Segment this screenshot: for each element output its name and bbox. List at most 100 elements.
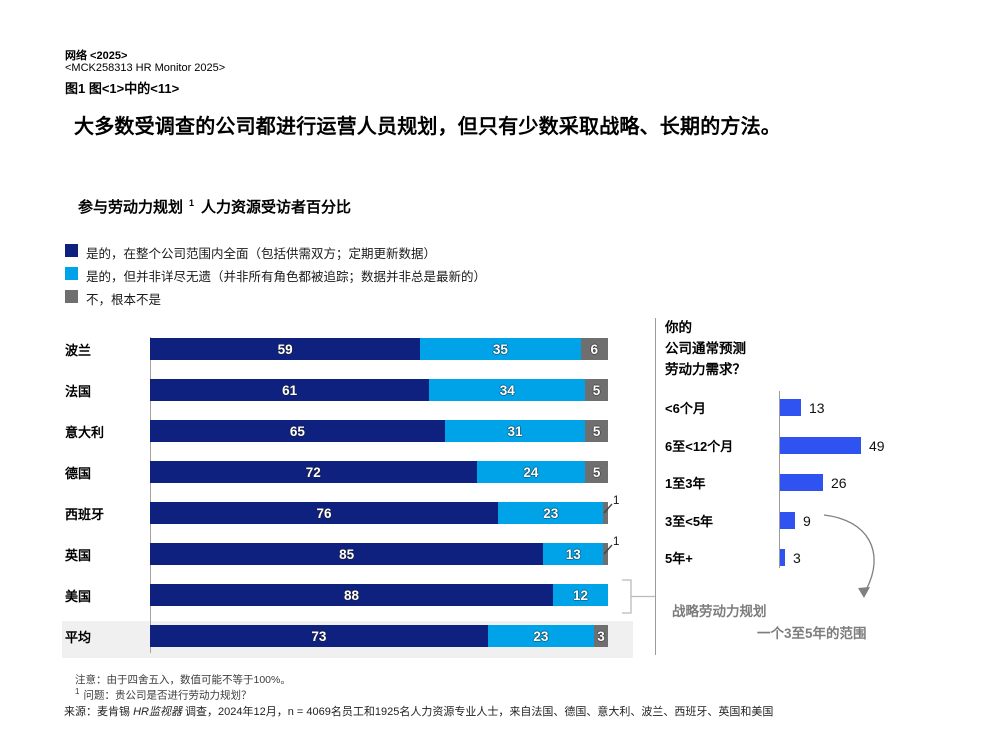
bar-segment-2: 23	[498, 502, 604, 524]
category-label: 意大利	[65, 424, 105, 440]
mini-category-label: 6至<12个月	[665, 439, 734, 454]
category-label: 法国	[65, 383, 92, 399]
bar-segment-1: 85	[150, 543, 544, 565]
question-line: 公司通常预测	[665, 341, 746, 356]
category-label: 德国	[65, 465, 92, 481]
footnote-marker-sup: 1	[189, 198, 195, 208]
segment-value: 61	[282, 382, 298, 398]
subtitle-text: 参与劳动力规划	[78, 199, 184, 216]
footnote: 1 问题：贵公司是否进行劳动力规划？	[75, 687, 251, 703]
segment-value: 24	[523, 464, 539, 480]
stacked-bar: 85 13	[150, 543, 608, 565]
mini-chart-row-3: 1至3年 26	[665, 474, 847, 491]
main-chart-row-5: 西班牙 76 23	[65, 502, 608, 524]
category-label: 英国	[65, 547, 92, 563]
mini-bar-value: 3	[793, 549, 801, 566]
stacked-bar: 61 34 5	[150, 379, 608, 401]
exhibit-title: 大多数受调查的公司都进行运营人员规划，但只有少数采取战略、长期的方法。	[74, 116, 781, 138]
main-chart-row-8: 平均 73 23 3	[65, 625, 608, 647]
legend: 是的，在整个公司范围内全面（包括供需双方；定期更新数据） 是的，但并非详尽无遗（…	[65, 243, 486, 312]
exhibit-number: 图1 图<1>中的<11>	[65, 81, 180, 96]
segment-value: 31	[507, 423, 523, 439]
bar-segment-2: 34	[429, 379, 586, 401]
bar-segment-1: 88	[150, 584, 554, 606]
bar-segment-1: 61	[150, 379, 430, 401]
mini-bar	[780, 474, 823, 491]
mini-chart-question: 你的 公司通常预测 劳动力需求？	[665, 317, 746, 380]
question-line: 劳动力需求？	[665, 362, 746, 377]
mini-bar	[780, 437, 861, 454]
main-chart-row-6: 英国 85 13	[65, 543, 608, 565]
segment-value: 65	[289, 423, 305, 439]
segment-value: 5	[592, 382, 601, 398]
stacked-bar: 59 35 6	[150, 338, 608, 360]
category-label: 平均	[65, 629, 92, 645]
main-chart-row-3: 意大利 65 31 5	[65, 420, 608, 442]
segment-value: 23	[533, 628, 549, 644]
mini-chart-row-1: <6个月 13	[665, 399, 825, 416]
mini-bar	[780, 399, 801, 416]
rounding-note: 注意：由于四舍五入，数值可能不等于100%。	[75, 674, 291, 686]
mini-chart-axis-line	[779, 391, 780, 568]
strategic-range-note: 一个3至5年的范围	[757, 626, 867, 641]
segment-value: 3	[597, 628, 605, 644]
eyebrow-line-2: <MCK258313 HR Monitor 2025>	[65, 62, 226, 74]
segment-value: 88	[344, 587, 360, 603]
category-label: 美国	[65, 588, 92, 604]
stacked-bar: 76 23	[150, 502, 608, 524]
legend-item-partial: 是的，但并非详尽无遗（并非所有角色都被追踪；数据并非总是最新的）	[65, 266, 486, 289]
segment-value: 13	[565, 546, 581, 562]
stacked-bar: 73 23 3	[150, 625, 608, 647]
legend-item-no: 不，根本不是	[65, 289, 486, 312]
stacked-bar: 88 12	[150, 584, 608, 606]
bar-segment-1: 72	[150, 461, 477, 483]
main-chart-row-1: 波兰 59 35 6	[65, 338, 608, 360]
category-label: 西班牙	[65, 506, 105, 522]
bar-segment-3: 5	[585, 461, 608, 483]
question-line: 你的	[665, 320, 692, 335]
mini-chart-row-5: 5年+ 3	[665, 549, 801, 566]
segment-value: 72	[305, 464, 321, 480]
legend-swatch-navy	[65, 244, 78, 257]
mini-bar-value: 26	[831, 474, 847, 491]
usa-row-bracket	[622, 579, 655, 614]
subtitle-unit-text: 人力资源受访者百分比	[201, 199, 352, 216]
segment-value: 23	[543, 505, 559, 521]
bar-segment-1: 76	[150, 502, 499, 524]
mini-chart-row-2: 6至<12个月 49	[665, 437, 885, 454]
source-rest: 调查，2024年12月，n = 4069名员工和1925名人力资源专业人士，来自…	[185, 706, 774, 718]
main-chart-axis-line	[150, 337, 151, 653]
legend-label: 是的，在整个公司范围内全面（包括供需双方；定期更新数据）	[86, 247, 437, 261]
main-chart-row-7: 美国 88 12	[65, 584, 608, 606]
bar-segment-3	[603, 543, 608, 565]
footnote-marker: 1	[75, 687, 80, 696]
bar-segment-2: 23	[487, 625, 595, 647]
bar-segment-1: 65	[150, 420, 445, 442]
legend-swatch-gray	[65, 290, 78, 303]
segment-value: 12	[573, 587, 589, 603]
segment-value: 85	[339, 546, 355, 562]
bar-segment-3: 5	[585, 379, 608, 401]
segment-value: 34	[499, 382, 515, 398]
mini-bar-value: 13	[809, 399, 825, 416]
mini-category-label: 3至<5年	[665, 514, 714, 529]
eyebrow-line-1: 网络 <2025>	[65, 50, 128, 62]
bar-segment-1: 59	[150, 338, 421, 360]
source-line: 来源：麦肯锡 HR监视器 调查，2024年12月，n = 4069名员工和192…	[64, 703, 773, 719]
chart-subtitle: 参与劳动力规划 1 人力资源受访者百分比	[78, 196, 351, 217]
legend-item-comprehensive: 是的，在整个公司范围内全面（包括供需双方；定期更新数据）	[65, 243, 486, 266]
bar-segment-3: 5	[585, 420, 608, 442]
segment-value: 59	[277, 341, 293, 357]
main-stacked-bar-chart: 波兰 59 35 6 法国 61 34 5 意大利 65 31 5 德国 72 24 5 西班牙 76 23 英国 85…	[65, 338, 608, 648]
segment-value: 73	[311, 628, 327, 644]
main-chart-row-4: 德国 72 24 5	[65, 461, 608, 483]
segment-value: 76	[316, 505, 332, 521]
stacked-bar: 65 31 5	[150, 420, 608, 442]
footnote-text: 问题：贵公司是否进行劳动力规划？	[83, 689, 252, 702]
main-chart-row-2: 法国 61 34 5	[65, 379, 608, 401]
source-publication: HR监视器	[133, 706, 182, 718]
legend-swatch-cyan	[65, 267, 78, 280]
callout-value-spain: 1	[613, 495, 620, 507]
legend-label: 不，根本不是	[86, 293, 162, 307]
